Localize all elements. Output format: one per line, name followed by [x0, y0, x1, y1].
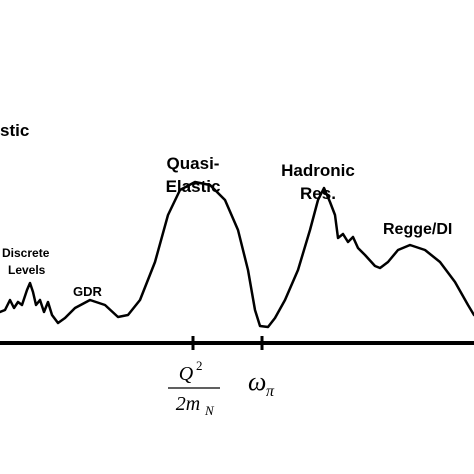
region-label: Hadronic [281, 161, 355, 180]
region-label: Quasi- [167, 154, 220, 173]
region-label: Elastic [166, 177, 221, 196]
region-label: Res. [300, 184, 336, 203]
omega-symbol: ω [248, 367, 266, 396]
denominator-subscript: N [204, 403, 215, 418]
fraction-denominator: 2m [176, 393, 200, 415]
region-label: Levels [8, 263, 46, 277]
region-label: Regge/DI [383, 221, 452, 238]
omega-subscript: π [266, 383, 275, 400]
region-label: GDR [73, 284, 103, 299]
response-curve [0, 180, 474, 329]
region-label: stic [0, 121, 29, 140]
fraction-numerator: Q [179, 363, 194, 385]
region-label: Discrete [2, 246, 50, 260]
numerator-superscript: 2 [196, 358, 203, 373]
